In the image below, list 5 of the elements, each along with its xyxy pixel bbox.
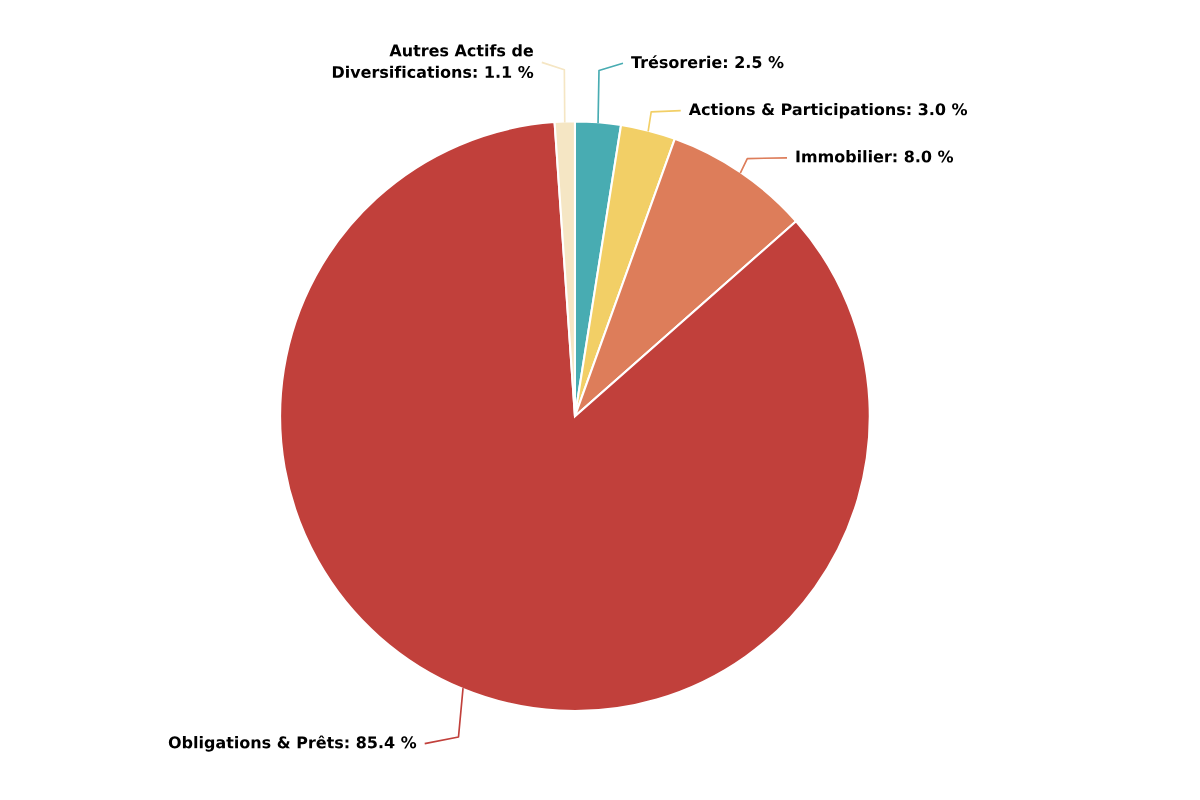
slice-label: Trésorerie: 2.5 % xyxy=(631,55,784,69)
slice-label: Autres Actifs de Diversifications: 1.1 % xyxy=(332,44,534,79)
slice-label: Immobilier: 8.0 % xyxy=(796,150,954,163)
slice-label: Obligations & Prêts: 85.4 % xyxy=(168,735,417,752)
slice-label: Actions & Participations: 3.0 % xyxy=(688,102,968,119)
